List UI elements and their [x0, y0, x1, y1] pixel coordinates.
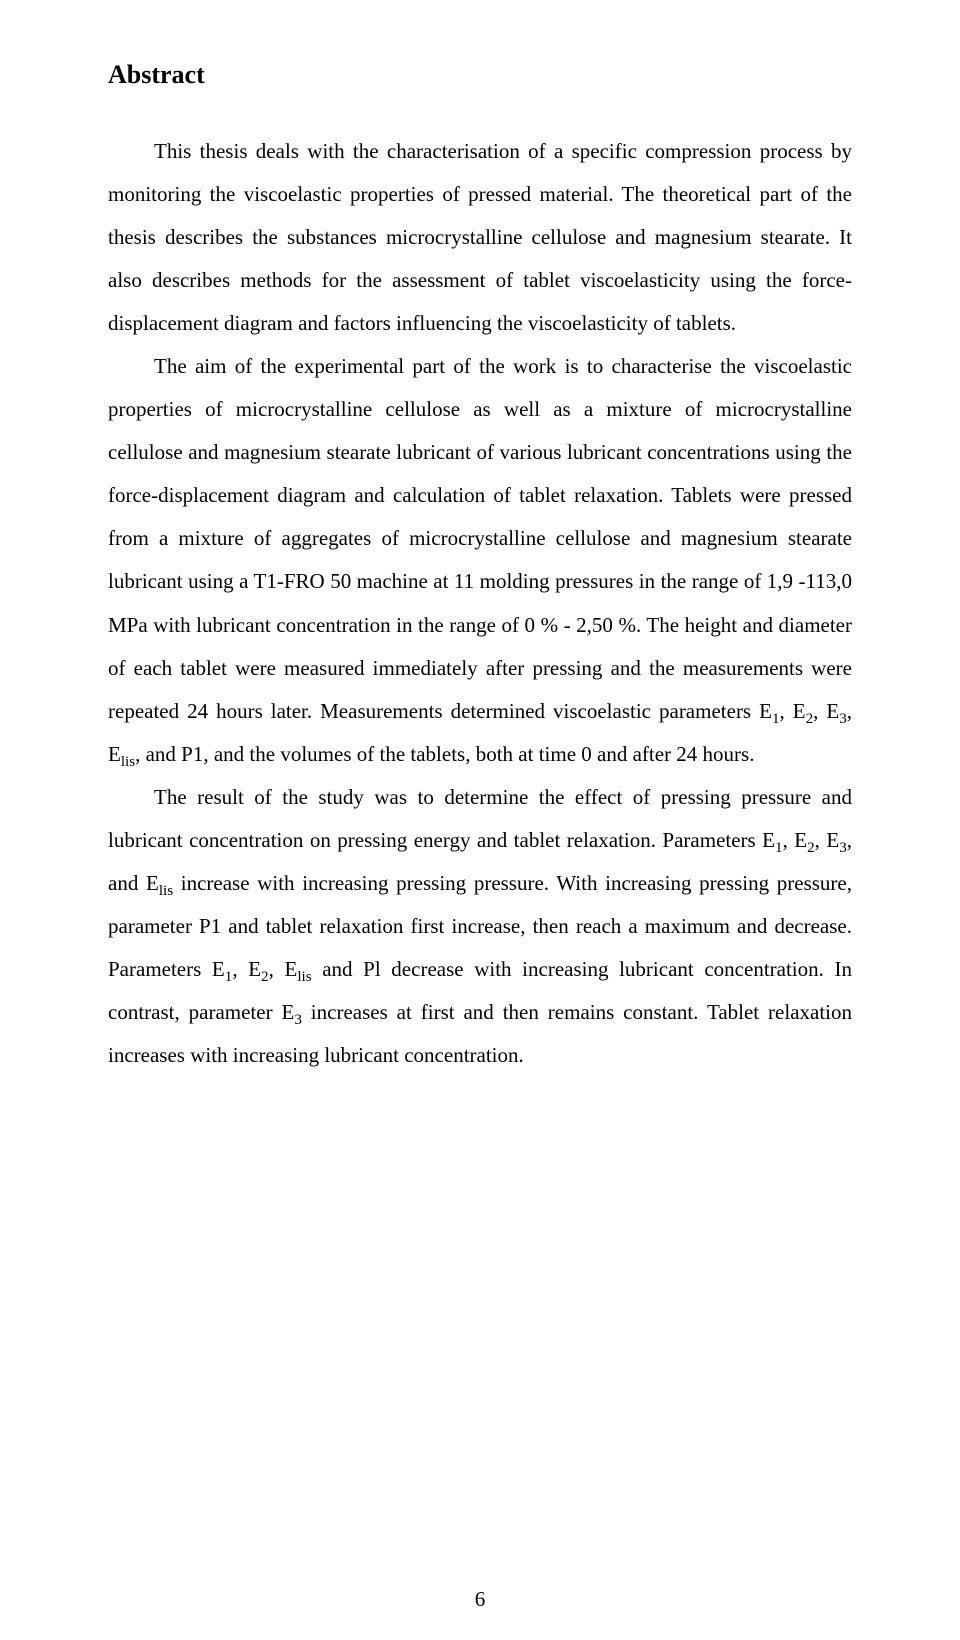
subscript: 3: [839, 711, 847, 727]
subscript: 3: [294, 1012, 302, 1028]
para2-text-2: , E: [780, 699, 806, 723]
page-number: 6: [0, 1587, 960, 1612]
subscript: 1: [772, 711, 780, 727]
subscript: 2: [806, 711, 814, 727]
subscript: 3: [839, 840, 847, 856]
para3-text-7: , E: [269, 957, 298, 981]
para3-text-1: The result of the study was to determine…: [108, 785, 852, 852]
para2-text-1: The aim of the experimental part of the …: [108, 354, 852, 722]
subscript: lis: [159, 883, 173, 899]
subscript: lis: [297, 969, 311, 985]
para2-text-5: , and P1, and the volumes of the tablets…: [135, 742, 754, 766]
subscript: lis: [121, 754, 135, 770]
para1-text: This thesis deals with the characterisat…: [108, 139, 852, 335]
document-page: Abstract This thesis deals with the char…: [0, 0, 960, 1640]
para2-text-3: , E: [813, 699, 839, 723]
subscript: 1: [775, 840, 783, 856]
para3-text-2: , E: [783, 828, 808, 852]
abstract-body: This thesis deals with the characterisat…: [108, 130, 852, 1077]
subscript: 2: [261, 969, 269, 985]
para3-text-3: , E: [815, 828, 840, 852]
abstract-heading: Abstract: [108, 60, 852, 90]
subscript: 2: [807, 840, 815, 856]
para3-text-6: , E: [232, 957, 261, 981]
